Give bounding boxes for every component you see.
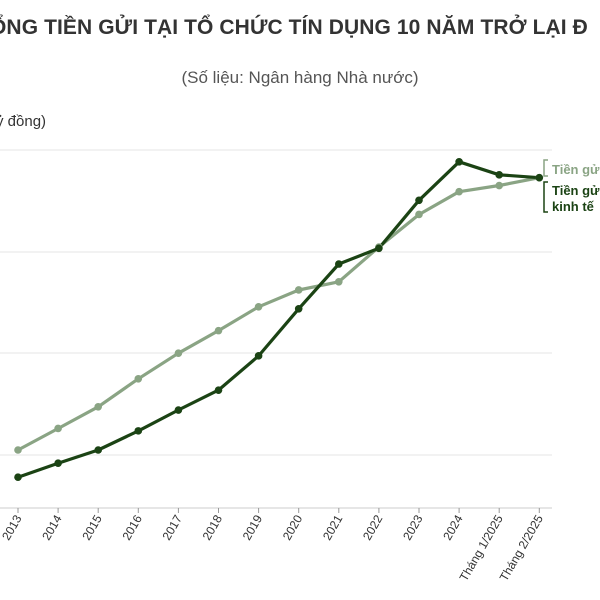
chart-title: ỔNG TIỀN GỬI TẠI TỔ CHỨC TÍN DỤNG 10 NĂM… <box>0 16 588 39</box>
x-tick-label: 2021 <box>320 512 346 542</box>
legend-bracket <box>543 181 548 213</box>
data-point <box>254 302 263 311</box>
data-point <box>415 196 423 205</box>
data-point <box>54 459 62 468</box>
data-point <box>94 402 102 411</box>
x-axis: 2013 2014 2015 2016 2017 2018 2019 2020 2021 2022… <box>0 507 552 584</box>
data-point <box>254 352 263 360</box>
data-point <box>535 173 544 182</box>
data-point <box>294 305 303 313</box>
x-tick-label: 2014 <box>39 512 65 542</box>
series-lines <box>17 160 540 479</box>
x-tick-label: 2013 <box>0 512 25 542</box>
data-point <box>455 187 463 196</box>
data-point <box>54 424 62 433</box>
data-point <box>14 473 22 481</box>
data-point <box>495 181 504 190</box>
data-point <box>174 349 183 358</box>
chart-subtitle: (Số liệu: Ngân hàng Nhà nước) <box>181 68 419 87</box>
x-tick-label: Tháng 2/2025 <box>497 512 546 583</box>
data-point <box>375 244 383 253</box>
x-tick-label: 2019 <box>240 512 266 542</box>
data-point <box>134 375 143 383</box>
legend-label: kinh tế <box>552 199 595 214</box>
x-tick-label: 2015 <box>79 512 105 542</box>
data-point <box>294 286 303 294</box>
gridlines <box>0 149 552 456</box>
data-point <box>335 277 343 286</box>
x-tick-label: 2022 <box>360 512 386 542</box>
data-point <box>94 446 102 454</box>
y-axis-unit: ỷ đồng) <box>0 113 47 130</box>
legend-bracket <box>543 159 548 177</box>
series-line <box>17 176 540 452</box>
x-tick-label: 2016 <box>119 512 145 542</box>
x-tick-label: 2024 <box>440 512 466 542</box>
data-point <box>455 157 463 166</box>
data-point <box>214 386 223 394</box>
series-points <box>14 157 544 481</box>
x-tick-label: 2018 <box>200 512 226 542</box>
x-tick-label: 2020 <box>280 512 306 542</box>
data-point <box>14 446 22 454</box>
legend-label: Tiền gử <box>552 162 600 177</box>
legend-label: Tiền gử <box>552 183 600 198</box>
data-point <box>415 210 423 219</box>
data-point <box>495 171 504 179</box>
series-line <box>17 160 540 479</box>
data-point <box>335 260 343 268</box>
data-point <box>174 406 183 414</box>
data-point <box>134 427 143 435</box>
data-point <box>214 326 223 335</box>
x-tick-label: 2017 <box>160 512 186 542</box>
x-tick-label: 2023 <box>400 512 426 542</box>
